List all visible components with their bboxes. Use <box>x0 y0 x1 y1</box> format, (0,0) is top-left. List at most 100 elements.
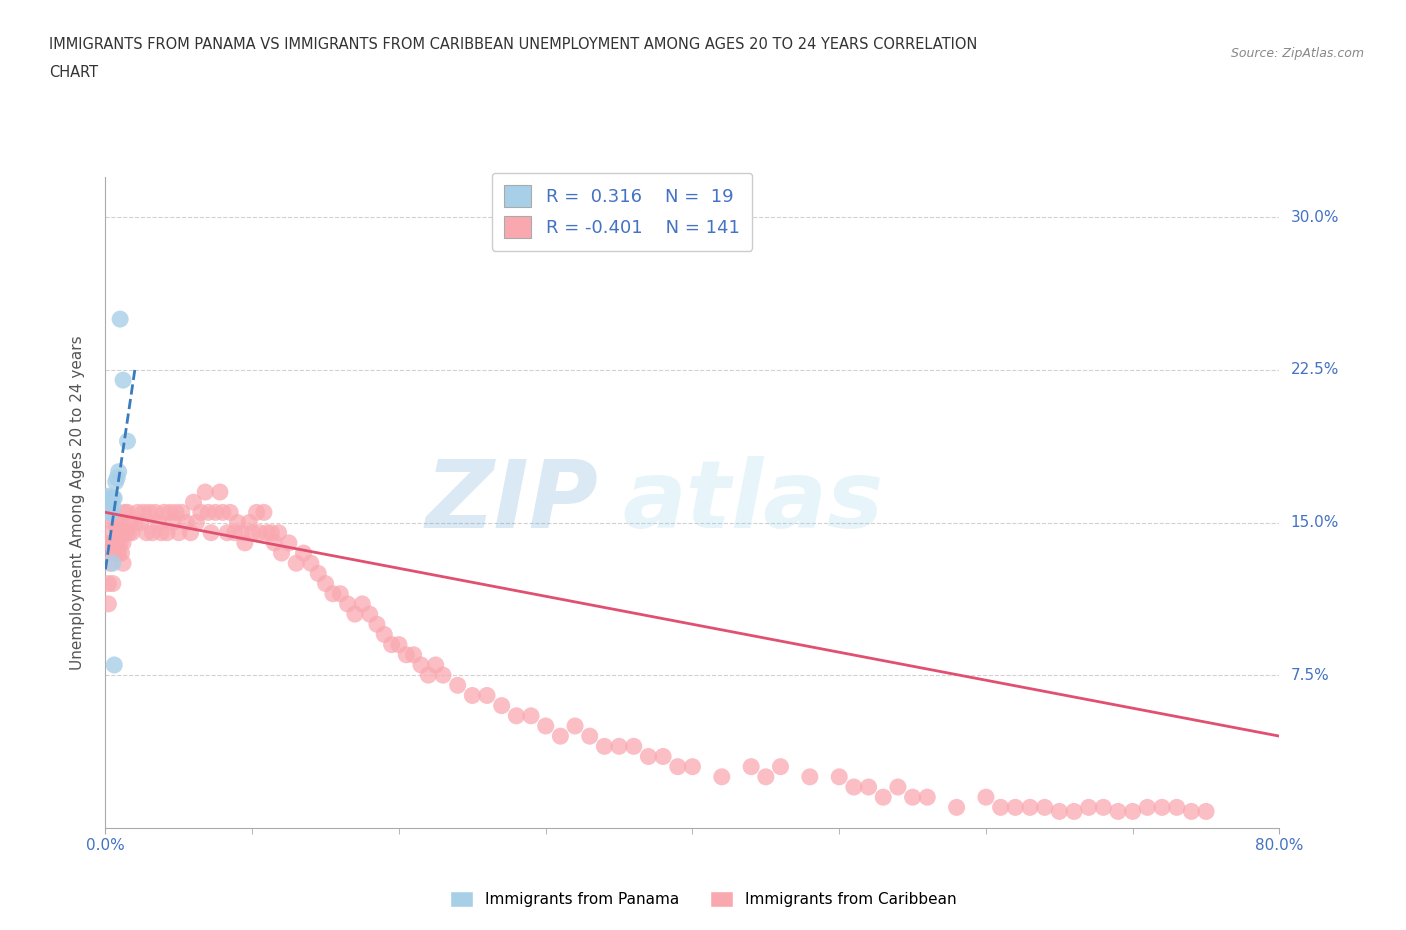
Point <box>170 505 193 520</box>
Point <box>108 515 131 530</box>
Point <box>112 373 135 388</box>
Point <box>167 525 190 540</box>
Text: IMMIGRANTS FROM PANAMA VS IMMIGRANTS FROM CARIBBEAN UNEMPLOYMENT AMONG AGES 20 T: IMMIGRANTS FROM PANAMA VS IMMIGRANTS FRO… <box>49 37 977 52</box>
Point <box>101 577 124 591</box>
Point <box>135 525 157 540</box>
Text: CHART: CHART <box>49 65 98 80</box>
Point <box>520 709 543 724</box>
Point <box>101 556 124 571</box>
Point <box>120 515 142 530</box>
Point <box>260 525 283 540</box>
Point <box>208 485 231 499</box>
Point <box>97 488 120 503</box>
Point <box>564 719 586 734</box>
Point <box>1092 800 1115 815</box>
Point <box>98 556 121 571</box>
Point <box>432 668 454 683</box>
Point <box>104 515 127 530</box>
Point <box>446 678 468 693</box>
Point <box>100 525 122 540</box>
Point <box>100 505 122 520</box>
Point <box>974 790 997 804</box>
Text: atlas: atlas <box>621 457 883 548</box>
Point <box>112 536 135 551</box>
Point <box>101 491 124 506</box>
Y-axis label: Unemployment Among Ages 20 to 24 years: Unemployment Among Ages 20 to 24 years <box>70 335 84 670</box>
Point <box>1195 804 1218 819</box>
Point <box>623 738 645 753</box>
Point <box>219 505 242 520</box>
Point <box>153 505 176 520</box>
Point <box>112 556 135 571</box>
Point <box>267 525 290 540</box>
Point <box>132 505 155 520</box>
Point <box>103 658 125 672</box>
Point <box>1122 804 1144 819</box>
Point <box>100 495 122 510</box>
Point <box>1033 800 1056 815</box>
Point <box>1019 800 1042 815</box>
Point <box>299 556 322 571</box>
Point <box>118 525 141 540</box>
Point <box>238 515 260 530</box>
Point <box>270 546 292 561</box>
Point <box>277 536 299 551</box>
Point <box>103 546 125 561</box>
Point <box>769 759 792 774</box>
Point <box>1063 804 1085 819</box>
Point <box>127 505 149 520</box>
Point <box>1107 804 1129 819</box>
Point <box>105 546 128 561</box>
Point <box>224 525 246 540</box>
Point <box>129 515 152 530</box>
Point <box>292 546 315 561</box>
Point <box>98 491 121 506</box>
Text: ZIP: ZIP <box>426 457 599 548</box>
Point <box>108 312 131 326</box>
Point <box>1077 800 1099 815</box>
Point <box>461 688 484 703</box>
Point <box>97 577 120 591</box>
Point <box>256 525 278 540</box>
Point <box>121 525 143 540</box>
Point <box>226 515 249 530</box>
Point <box>117 433 139 448</box>
Point <box>1136 800 1159 815</box>
Point <box>842 779 865 794</box>
Point <box>100 536 122 551</box>
Point <box>285 556 308 571</box>
Point <box>110 546 132 561</box>
Point <box>755 769 778 784</box>
Point <box>1150 800 1173 815</box>
Point <box>186 515 208 530</box>
Point <box>425 658 447 672</box>
Point <box>190 505 212 520</box>
Point <box>872 790 894 804</box>
Point <box>359 606 381 621</box>
Point <box>352 596 374 611</box>
Point <box>253 505 276 520</box>
Point <box>143 505 166 520</box>
Point <box>101 498 124 513</box>
Point <box>637 749 659 764</box>
Point <box>104 474 127 489</box>
Point <box>124 515 146 530</box>
Point <box>183 495 205 510</box>
Point <box>607 738 630 753</box>
Point <box>162 515 184 530</box>
Text: 15.0%: 15.0% <box>1291 515 1339 530</box>
Legend: Immigrants from Panama, Immigrants from Caribbean: Immigrants from Panama, Immigrants from … <box>443 884 963 913</box>
Point <box>165 505 187 520</box>
Point <box>373 627 395 642</box>
Point <box>1047 804 1070 819</box>
Point <box>107 546 129 561</box>
Text: 22.5%: 22.5% <box>1291 363 1339 378</box>
Point <box>141 525 163 540</box>
Point <box>114 505 136 520</box>
Point <box>107 525 129 540</box>
Point <box>505 709 527 724</box>
Point <box>828 769 851 784</box>
Point <box>1004 800 1026 815</box>
Point <box>402 647 425 662</box>
Point <box>945 800 967 815</box>
